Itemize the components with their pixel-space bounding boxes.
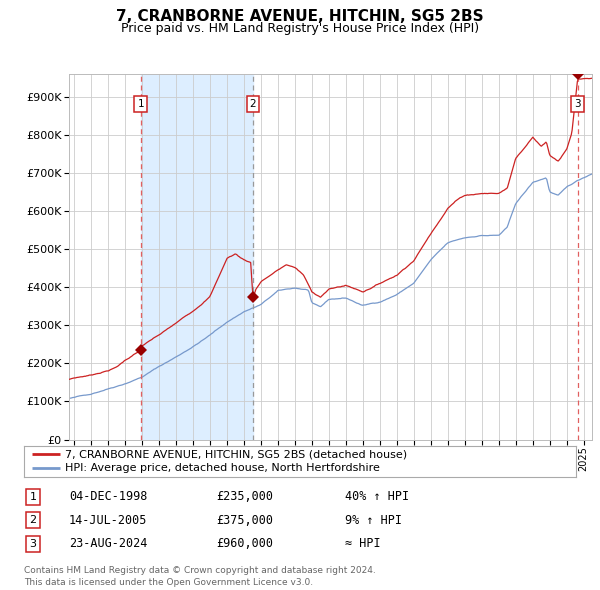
Text: Price paid vs. HM Land Registry's House Price Index (HPI): Price paid vs. HM Land Registry's House …	[121, 22, 479, 35]
Text: 40% ↑ HPI: 40% ↑ HPI	[345, 490, 409, 503]
Text: 2: 2	[29, 516, 37, 525]
Text: 23-AUG-2024: 23-AUG-2024	[69, 537, 148, 550]
Text: 04-DEC-1998: 04-DEC-1998	[69, 490, 148, 503]
Text: HPI: Average price, detached house, North Hertfordshire: HPI: Average price, detached house, Nort…	[65, 463, 380, 473]
Text: 7, CRANBORNE AVENUE, HITCHIN, SG5 2BS: 7, CRANBORNE AVENUE, HITCHIN, SG5 2BS	[116, 9, 484, 24]
Text: 14-JUL-2005: 14-JUL-2005	[69, 514, 148, 527]
Text: 3: 3	[29, 539, 37, 549]
Text: 9% ↑ HPI: 9% ↑ HPI	[345, 514, 402, 527]
Text: 1: 1	[29, 492, 37, 502]
Text: £960,000: £960,000	[216, 537, 273, 550]
Bar	[140, 74, 253, 440]
Text: £235,000: £235,000	[216, 490, 273, 503]
Text: 2: 2	[250, 99, 256, 109]
Text: 7, CRANBORNE AVENUE, HITCHIN, SG5 2BS (detached house): 7, CRANBORNE AVENUE, HITCHIN, SG5 2BS (d…	[65, 450, 407, 460]
Text: ≈ HPI: ≈ HPI	[345, 537, 380, 550]
Text: 1: 1	[137, 99, 144, 109]
Text: 3: 3	[574, 99, 581, 109]
Text: £375,000: £375,000	[216, 514, 273, 527]
Text: This data is licensed under the Open Government Licence v3.0.: This data is licensed under the Open Gov…	[24, 578, 313, 586]
Text: Contains HM Land Registry data © Crown copyright and database right 2024.: Contains HM Land Registry data © Crown c…	[24, 566, 376, 575]
